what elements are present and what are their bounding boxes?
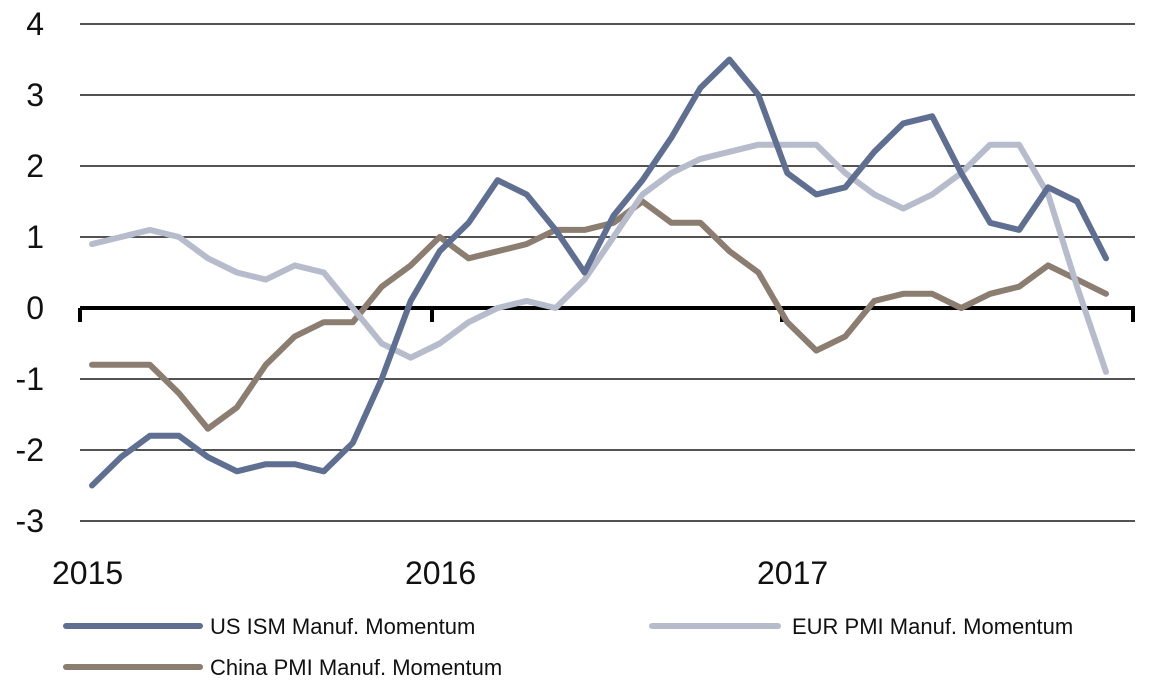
y-tick-label: 4 — [26, 6, 44, 42]
series-line-1 — [89, 141, 1109, 375]
legend: US ISM Manuf. Momentum EUR PMI Manuf. Mom… — [63, 614, 1073, 680]
y-tick-label: -3 — [16, 503, 44, 539]
series-lines — [89, 56, 1109, 489]
y-tick-label: 0 — [26, 290, 44, 326]
x-axis-tick-labels: 2015 2016 2017 — [52, 555, 828, 591]
y-tick-label: 2 — [26, 148, 44, 184]
legend-label-2: China PMI Manuf. Momentum — [210, 655, 502, 680]
y-axis-tick-labels: 4 3 2 1 0 -1 -2 -3 — [16, 6, 44, 539]
x-tick-label: 2015 — [52, 555, 123, 591]
legend-label-1: EUR PMI Manuf. Momentum — [792, 614, 1073, 639]
series-line-0 — [89, 56, 1109, 489]
x-tick-label: 2017 — [757, 555, 828, 591]
x-tick-label: 2016 — [405, 555, 476, 591]
series-line-2 — [89, 198, 1109, 432]
x-axis-zero-line — [78, 306, 1135, 322]
y-tick-label: -2 — [16, 432, 44, 468]
y-tick-label: -1 — [16, 361, 44, 397]
y-tick-label: 1 — [26, 219, 44, 255]
y-tick-label: 3 — [26, 77, 44, 113]
legend-label-0: US ISM Manuf. Momentum — [210, 614, 475, 639]
